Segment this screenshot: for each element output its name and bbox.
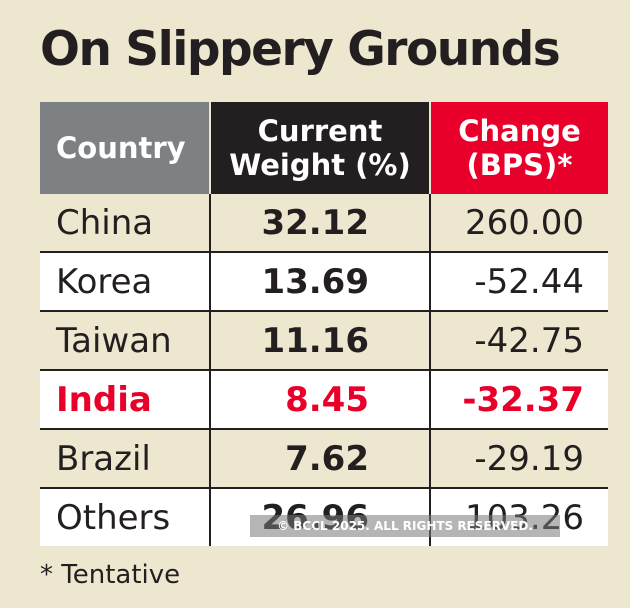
country-cell: Brazil bbox=[40, 429, 210, 489]
table-row: Taiwan 11.16 -42.75 bbox=[40, 311, 608, 371]
weight-cell: 11.16 bbox=[209, 311, 430, 371]
table-header-row: Country Current Weight (%) Change (BPS)* bbox=[40, 102, 608, 194]
column-header-current-weight: Current Weight (%) bbox=[209, 102, 430, 194]
weight-cell: 32.12 bbox=[209, 194, 430, 253]
weight-cell: 8.45 bbox=[209, 370, 430, 430]
change-cell: 260.00 bbox=[429, 194, 608, 253]
column-header-country: Country bbox=[40, 102, 210, 194]
copyright-watermark: © BCCL 2025. ALL RIGHTS RESERVED. bbox=[250, 515, 560, 537]
country-cell: Taiwan bbox=[40, 311, 210, 371]
country-cell: Korea bbox=[40, 252, 210, 312]
table-row: Korea 13.69 -52.44 bbox=[40, 252, 608, 312]
column-header-change: Change (BPS)* bbox=[429, 102, 608, 194]
change-cell: -52.44 bbox=[429, 252, 608, 312]
change-cell: -42.75 bbox=[429, 311, 608, 371]
footnote: * Tentative bbox=[40, 560, 181, 590]
weight-cell: 7.62 bbox=[209, 429, 430, 489]
table-row: China 32.12 260.00 bbox=[40, 194, 608, 253]
page-title: On Slippery Grounds bbox=[40, 22, 561, 77]
change-cell: -29.19 bbox=[429, 429, 608, 489]
change-cell: -32.37 bbox=[429, 370, 608, 430]
table-row: Brazil 7.62 -29.19 bbox=[40, 429, 608, 489]
country-cell: India bbox=[40, 370, 210, 430]
country-cell: China bbox=[40, 194, 210, 253]
country-cell: Others bbox=[40, 488, 210, 546]
table-row: India 8.45 -32.37 bbox=[40, 370, 608, 430]
weight-cell: 13.69 bbox=[209, 252, 430, 312]
weights-table: Country Current Weight (%) Change (BPS)*… bbox=[40, 102, 608, 546]
